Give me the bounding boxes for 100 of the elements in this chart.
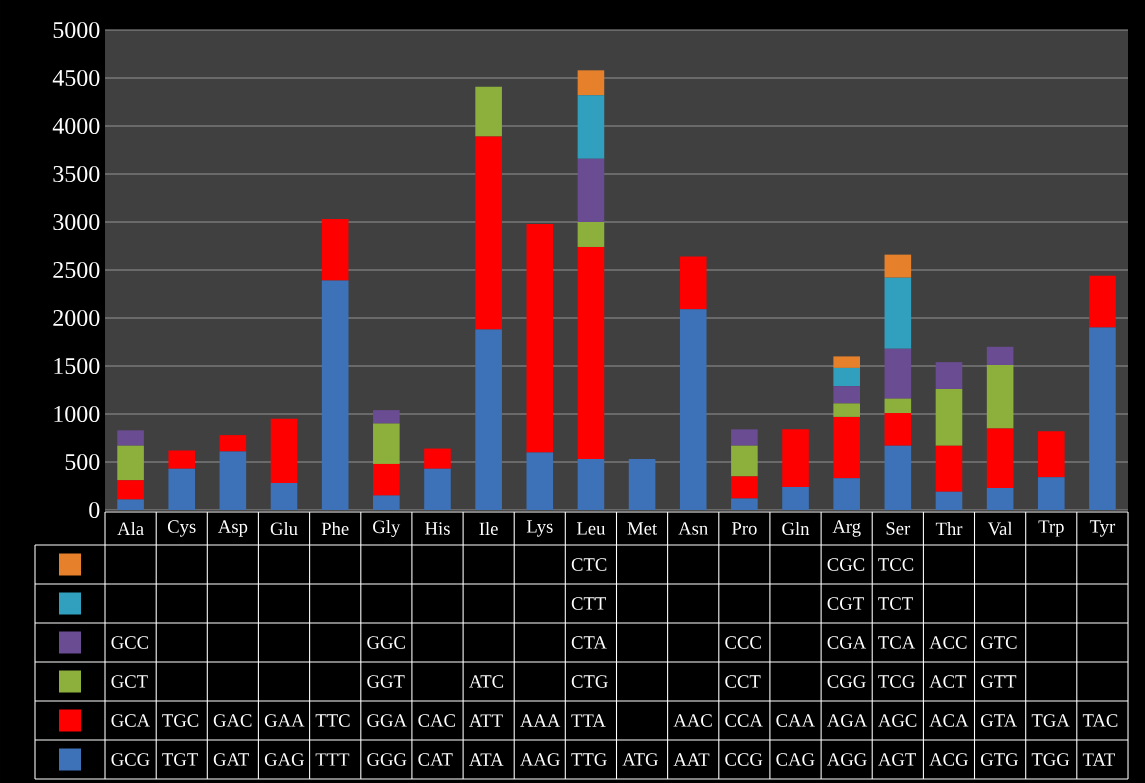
data-label: TGC [162, 714, 199, 727]
data-label: GGT [367, 675, 405, 688]
y-tick-label: 3500 [53, 165, 100, 183]
x-tick-label: Val [987, 521, 1013, 536]
data-label: CAG [776, 753, 815, 766]
bar [628, 459, 656, 510]
data-label: GTG [981, 753, 1019, 766]
bar [577, 246, 605, 460]
bar [168, 450, 196, 469]
y-tick-label: 1500 [54, 357, 100, 375]
data-label: AGA [827, 714, 868, 727]
bar [884, 348, 912, 399]
x-tick-label: Ile [479, 521, 498, 536]
bar [373, 410, 400, 424]
bar [935, 389, 963, 446]
data-label: CTT [571, 597, 606, 610]
bar [475, 329, 502, 510]
data-label: CCG [725, 753, 763, 766]
y-tick-label: 2000 [53, 309, 100, 327]
data-label: GCA [111, 714, 150, 727]
bar [986, 346, 1014, 366]
bar [475, 86, 502, 137]
y-tick-label: 2500 [53, 261, 100, 279]
x-tick-label: Ser [886, 522, 911, 535]
bar [168, 468, 196, 510]
data-label: CAA [776, 714, 815, 727]
data-label: GAC [213, 714, 252, 727]
x-tick-label: Asp [218, 520, 248, 537]
data-label: CCC [725, 636, 761, 649]
x-tick-label: Thr [935, 522, 963, 535]
data-label: CTA [571, 636, 607, 649]
data-label: CGA [827, 636, 867, 649]
data-label: CGC [827, 558, 865, 571]
data-label: GGA [367, 714, 407, 727]
data-label: TGT [162, 753, 198, 766]
bar [117, 499, 144, 510]
bar [526, 452, 554, 510]
bar [833, 416, 860, 479]
bar [679, 309, 707, 510]
bar [935, 445, 963, 492]
bar [577, 158, 605, 222]
data-label: TCA [878, 636, 916, 649]
bar [577, 95, 605, 159]
data-label: ATT [469, 714, 503, 727]
data-label: TAC [1082, 714, 1118, 727]
x-tick-label: Gln [782, 521, 810, 536]
bar [884, 254, 912, 278]
data-label: AGT [878, 753, 916, 766]
bar [373, 463, 400, 496]
bar [731, 445, 758, 477]
data-label: CGT [827, 597, 864, 610]
x-tick-label: Ala [117, 521, 144, 536]
data-label: AAT [673, 753, 710, 766]
bar [833, 403, 860, 417]
data-label: TCT [878, 597, 913, 610]
data-label: AAC [673, 714, 712, 727]
data-label: TGG [1031, 753, 1070, 766]
bar [373, 423, 400, 464]
x-tick-label: Cys [167, 520, 196, 537]
data-label: GTT [981, 675, 1017, 688]
bar [1089, 275, 1116, 328]
data-label: ATA [469, 753, 504, 766]
y-tick-label: 4000 [52, 117, 100, 135]
data-label: TTC [315, 714, 350, 727]
bar [935, 362, 963, 390]
bar [1037, 477, 1065, 510]
data-label: GAG [264, 753, 304, 766]
y-tick-label: 0 [89, 501, 100, 519]
bar [219, 451, 247, 510]
bar [577, 459, 605, 510]
bar [884, 413, 912, 446]
data-label: GTA [981, 714, 1017, 727]
data-label: CAC [418, 714, 455, 727]
x-tick-label: Tyr [1089, 520, 1116, 537]
data-label: GGC [367, 636, 405, 649]
data-label: CTC [571, 558, 607, 571]
data-label: CAT [418, 753, 453, 766]
bar [270, 418, 298, 484]
bar [424, 468, 451, 510]
data-label: ATC [469, 675, 504, 688]
data-label: CCT [725, 675, 761, 688]
data-label: ACG [929, 753, 968, 766]
x-tick-label: Arg [832, 520, 861, 537]
x-tick-label: Phe [321, 521, 349, 536]
data-label: TAT [1082, 753, 1115, 766]
bar [475, 136, 502, 330]
x-tick-label: Glu [270, 521, 298, 536]
data-label: GCT [111, 675, 148, 688]
bar [321, 280, 349, 510]
bar [731, 429, 758, 446]
data-label: CCA [725, 714, 763, 727]
x-tick-label: Lys [526, 520, 553, 537]
x-tick-label: Gly [373, 519, 401, 537]
data-label: ACA [929, 714, 969, 727]
data-label: GAT [213, 753, 250, 766]
bar [577, 222, 605, 247]
bar [321, 219, 349, 281]
bar [679, 256, 707, 310]
data-label: GTC [981, 636, 1017, 649]
data-label: TTG [571, 753, 607, 766]
